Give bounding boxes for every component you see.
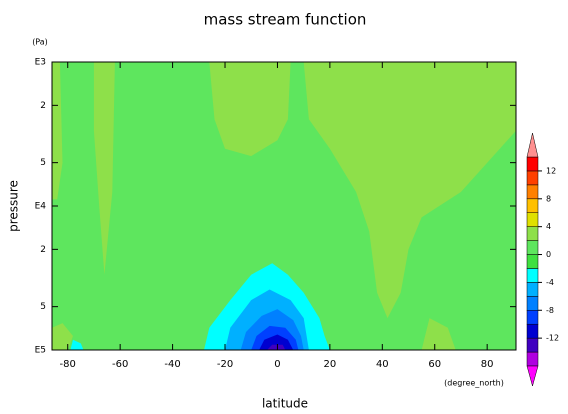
contour-region [259, 334, 294, 350]
colorbar-tick-label: 0 [546, 250, 551, 259]
colorbar-band [526, 184, 539, 200]
y-tick-label: E3 [35, 58, 46, 68]
colorbar-tick-label: 12 [546, 166, 556, 175]
y-tick-label: 5 [40, 158, 46, 168]
x-tick-label: 0 [274, 359, 280, 370]
x-tick-label: -80 [60, 359, 76, 370]
colorbar-band [526, 296, 539, 311]
colorbar-tick-label: 8 [546, 194, 551, 203]
colorbar-tick-label: 4 [546, 222, 551, 231]
y-tick-label: 2 [40, 101, 46, 111]
x-tick-label: 60 [428, 359, 441, 370]
colorbar-band [526, 212, 539, 227]
contour-region [303, 62, 516, 319]
x-tick-label: 40 [376, 359, 389, 370]
y-axis-unit: (Pa) [32, 38, 48, 47]
colorbar-tick-label: -12 [546, 334, 559, 343]
x-tick-label: 20 [324, 359, 337, 370]
colorbar-band [526, 240, 539, 255]
contour-region [421, 318, 456, 350]
chart-title: mass stream function [204, 11, 367, 29]
colorbar-band [526, 282, 539, 297]
contour-region [267, 344, 286, 350]
colorbar-tick-label: -4 [546, 278, 554, 287]
x-tick-label: -40 [164, 359, 180, 370]
contour-region [52, 323, 73, 350]
contour-field [52, 62, 516, 350]
contour-region [70, 339, 84, 350]
contour-region [93, 62, 115, 275]
x-axis-unit: (degree_north) [444, 379, 504, 388]
colorbar-band [526, 337, 539, 353]
colorbar-band [526, 198, 539, 213]
contour-region [209, 62, 291, 157]
colorbar-band [526, 323, 539, 339]
contour-region [52, 62, 63, 200]
y-tick-label: E5 [35, 346, 46, 356]
colorbar-band [526, 310, 539, 325]
y-tick-label: 5 [40, 302, 46, 312]
x-tick-label: -20 [217, 359, 233, 370]
colorbar-band [526, 170, 539, 186]
y-tick-label: 2 [40, 245, 46, 255]
y-axis-label: pressure [7, 180, 21, 232]
colorbar-extend-low [526, 365, 539, 387]
colorbar-extend-high [526, 132, 539, 158]
x-tick-label: 80 [481, 359, 494, 370]
colorbar-band [526, 156, 539, 172]
y-tick-label: E4 [35, 202, 47, 212]
colorbar-band [526, 268, 539, 283]
x-axis-label: latitude [262, 397, 308, 411]
colorbar-band [526, 351, 539, 367]
colorbar-band [526, 254, 539, 269]
x-tick-label: -60 [112, 359, 128, 370]
colorbar-band [526, 226, 539, 241]
colorbar-tick-label: -8 [546, 306, 554, 315]
